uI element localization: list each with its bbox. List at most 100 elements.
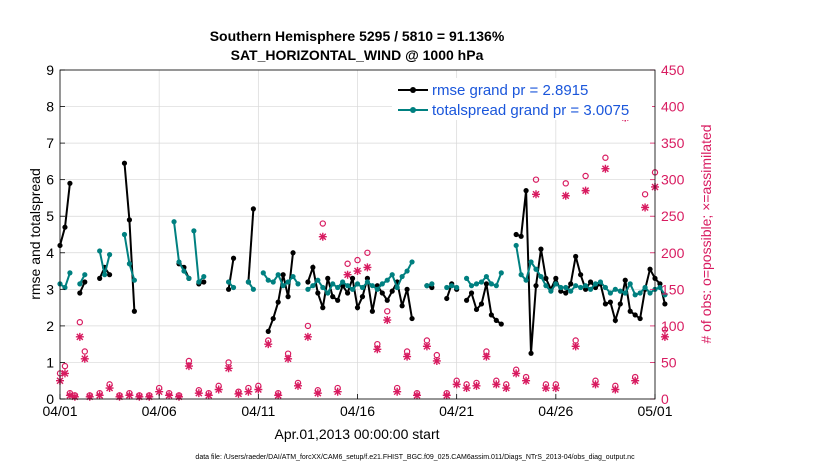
rmse-point — [310, 264, 316, 270]
obs-possible-point — [384, 308, 391, 315]
rmse-point — [622, 277, 628, 283]
obs-assimilated-point — [333, 387, 342, 396]
spread-point — [305, 286, 311, 292]
spread-point — [597, 279, 604, 285]
x-axis-label: Apr.01,2013 00:00:00 start — [274, 426, 439, 442]
spread-point — [394, 284, 400, 291]
obs-assimilated-point — [561, 191, 570, 200]
rmse-point — [528, 350, 534, 356]
spread-point — [97, 248, 103, 254]
rmse-point — [364, 275, 371, 281]
spread-point — [627, 281, 633, 287]
rmse-point — [201, 279, 207, 285]
spread-point — [225, 279, 232, 285]
y-tick-label-right: 200 — [661, 245, 685, 261]
rmse-point — [335, 297, 341, 303]
rmse-point — [315, 290, 321, 296]
spread-point — [176, 259, 182, 265]
obs-possible-point — [661, 326, 669, 333]
spread-point — [181, 268, 187, 274]
spread-point — [250, 286, 256, 292]
rmse-point — [106, 272, 113, 278]
spread-point — [632, 292, 638, 298]
spread-point — [399, 273, 405, 280]
obs-possible-point — [582, 172, 589, 180]
obs-assimilated-point — [571, 342, 580, 351]
obs-possible-point — [76, 319, 84, 326]
rmse-point — [558, 288, 564, 294]
spread-point — [102, 272, 108, 278]
obs-possible-point — [319, 220, 326, 227]
spread-point — [384, 277, 390, 283]
obs-assimilated-point — [95, 391, 104, 400]
spread-point — [270, 279, 276, 285]
spread-point — [320, 284, 326, 291]
obs-assimilated-point — [551, 384, 560, 393]
rmse-point — [602, 301, 609, 307]
obs-assimilated-point — [254, 385, 263, 394]
rmse-point — [627, 308, 633, 314]
rmse-point — [444, 295, 450, 302]
rmse-point — [617, 301, 623, 307]
spread-point — [290, 273, 296, 280]
legend-rmse-label: rmse grand pr = 2.8915 — [432, 82, 588, 99]
spread-point — [171, 219, 177, 225]
spread-point — [374, 286, 380, 292]
y-tick-label-right: 0 — [661, 391, 669, 407]
rmse-point — [62, 224, 68, 230]
rmse-point — [384, 297, 390, 303]
spread-point — [131, 277, 137, 283]
rmse-point — [647, 266, 653, 272]
obs-assimilated-point — [145, 392, 154, 401]
rmse-point — [468, 290, 475, 296]
rmse-point — [97, 275, 103, 281]
spread-point — [488, 281, 494, 287]
rmse-point — [290, 250, 296, 256]
rmse-point — [637, 315, 643, 322]
spread-point — [582, 283, 589, 289]
rmse-point — [488, 312, 494, 318]
plot-frame — [59, 69, 656, 400]
rmse-point — [662, 301, 668, 307]
spread-point — [335, 284, 341, 291]
obs-assimilated-point — [105, 384, 114, 393]
spread-point — [62, 284, 68, 291]
rmse-point — [379, 290, 385, 296]
y-tick-label-right: 350 — [661, 135, 685, 151]
rmse-point — [578, 272, 584, 278]
spread-point — [404, 268, 410, 274]
spread-point — [280, 283, 286, 289]
rmse-point — [270, 315, 276, 322]
obs-possible-point — [562, 180, 569, 187]
rmse-point — [409, 315, 415, 322]
y-tick-label-left: 3 — [46, 281, 54, 297]
obs-assimilated-point — [432, 356, 441, 365]
rmse-point — [121, 160, 128, 166]
spread-point — [325, 290, 331, 296]
obs-assimilated-point — [353, 267, 362, 276]
spread-point — [657, 284, 663, 291]
spread-point — [330, 281, 336, 287]
legend-box — [392, 78, 652, 120]
spread-point — [424, 283, 430, 289]
rmse-point — [543, 275, 549, 281]
rmse-point — [265, 328, 271, 334]
legend-spread-label: totalspread grand pr = 3.0075 — [432, 102, 629, 119]
obs-assimilated-point — [660, 332, 669, 341]
rmse-point — [533, 283, 539, 289]
obs-assimilated-point — [234, 389, 243, 398]
y-tick-label-right: 300 — [661, 172, 685, 188]
spread-point — [662, 292, 668, 298]
spread-point — [592, 281, 599, 287]
x-tick-label: 05/01 — [637, 403, 672, 419]
obs-assimilated-point — [343, 270, 352, 279]
spread-point — [607, 290, 613, 296]
obs-assimilated-point — [403, 352, 412, 361]
legend: rmse grand pr = 2.8915 totalspread grand… — [392, 78, 652, 120]
series-lines — [57, 160, 668, 356]
obs-assimilated-point — [135, 392, 144, 401]
y-tick-label-left: 2 — [46, 318, 54, 334]
obs-assimilated-point — [125, 391, 134, 400]
rmse-point — [568, 281, 574, 287]
spread-point — [573, 283, 579, 289]
